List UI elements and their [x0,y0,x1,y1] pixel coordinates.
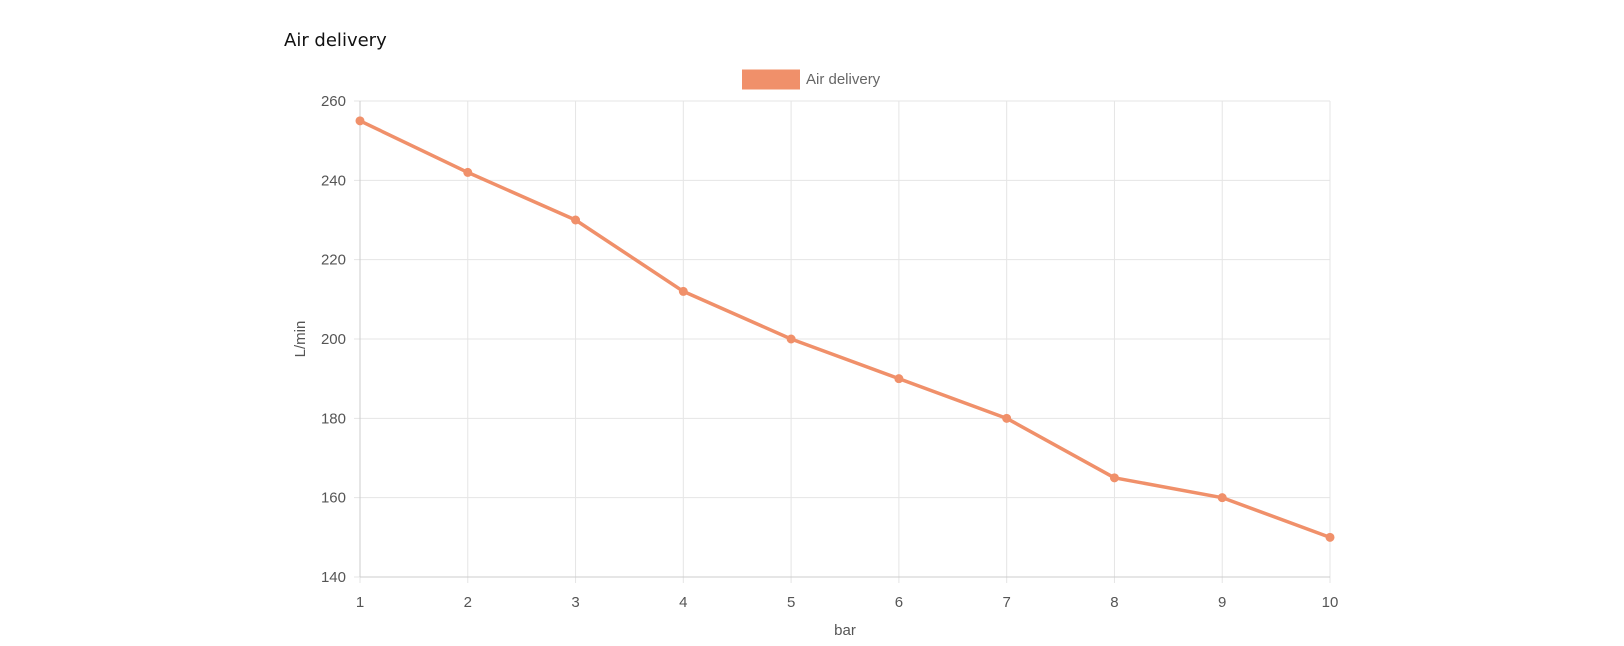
legend-label: Air delivery [806,71,881,88]
chart-series [355,116,1335,542]
y-tick-label: 200 [321,331,346,348]
x-tick-label: 6 [895,594,903,611]
page-title: Air delivery [284,30,387,51]
data-point [786,334,796,344]
chart-grid [354,100,1331,583]
x-tick-label: 9 [1218,594,1226,611]
y-tick-label: 220 [321,252,346,269]
data-point [1217,493,1227,503]
chart-legend[interactable]: Air delivery [742,69,881,90]
y-axis-title: L/min [292,321,309,358]
x-tick-label: 2 [464,594,472,611]
y-tick-label: 180 [321,410,346,427]
data-point [894,374,904,384]
data-point [1325,532,1335,542]
x-tick-label: 8 [1110,594,1118,611]
data-point [355,116,365,126]
x-tick-label: 7 [1002,594,1010,611]
data-point [463,167,473,177]
series-line [359,119,1331,539]
y-tick-label: 240 [321,172,346,189]
y-tick-label: 140 [321,569,346,586]
y-tick-label: 260 [321,93,346,110]
x-tick-label: 10 [1322,594,1339,611]
x-axis-title: bar [834,622,856,639]
data-point [678,286,688,296]
data-point [571,215,581,225]
legend-swatch [742,69,800,90]
chart-axes [359,101,1330,578]
x-tick-label: 3 [571,594,579,611]
y-tick-label: 160 [321,490,346,507]
x-tick-label: 5 [787,594,795,611]
x-tick-label: 1 [356,594,364,611]
chart-tick-labels: 1 2 3 4 5 6 7 8 9 10 140 160 180 200 220 240 260 [321,93,1338,611]
data-point [1109,473,1119,483]
x-tick-label: 4 [679,594,687,611]
data-point [1002,413,1012,423]
